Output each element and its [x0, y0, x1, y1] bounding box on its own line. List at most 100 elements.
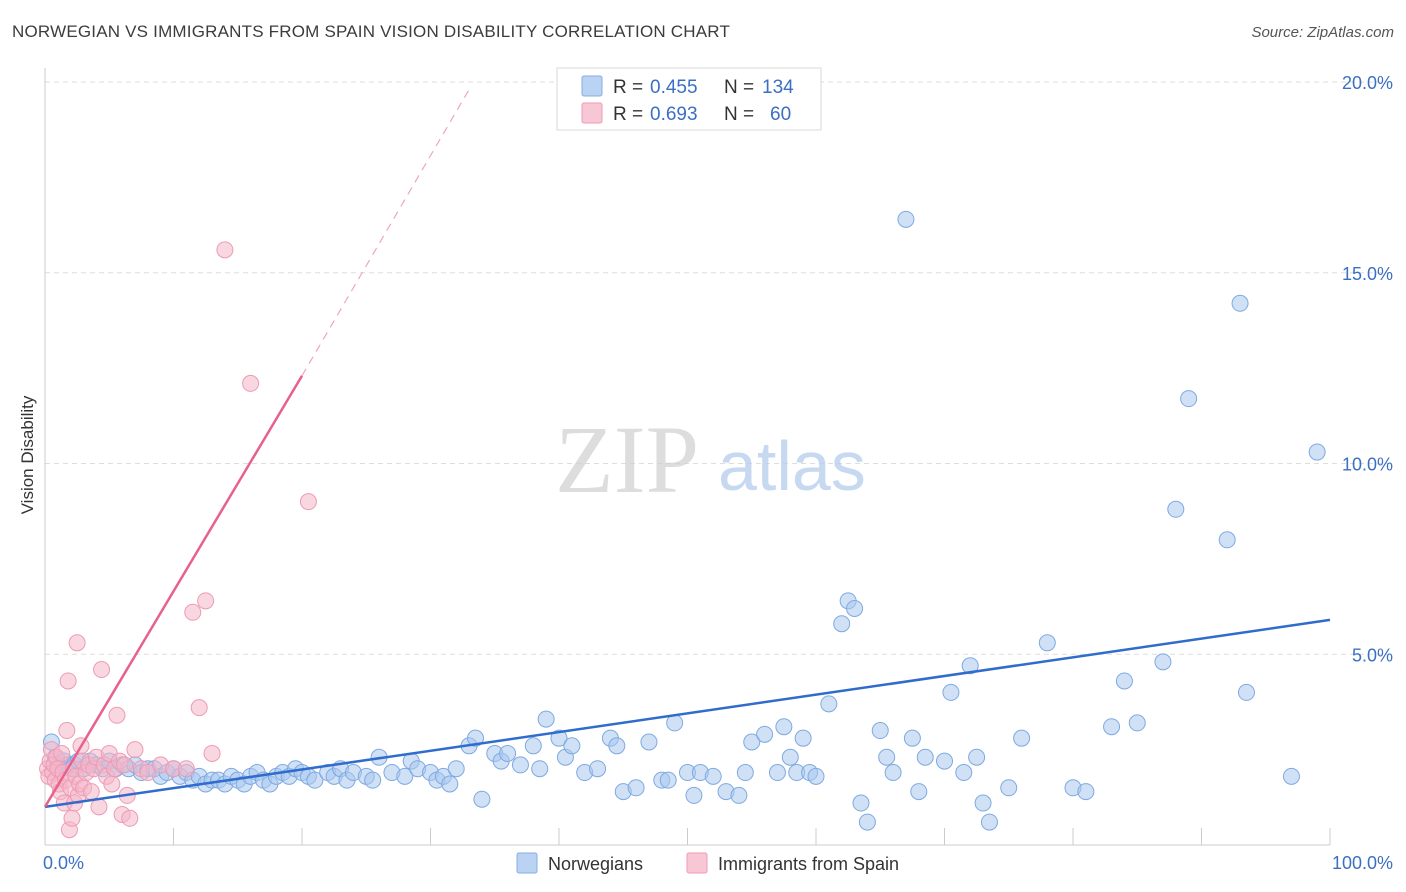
x-tick-label-1: 100.0%: [1332, 853, 1393, 873]
series-norwegians: [42, 210, 1326, 831]
norwegian-point-87: [685, 786, 703, 804]
spain-point-55: [197, 592, 215, 610]
norwegian-point-75: [563, 737, 581, 755]
norwegian-point-113: [910, 783, 928, 801]
trend-line-norwegians: [44, 618, 1331, 809]
norwegian-point-93: [743, 733, 761, 751]
norwegian-point-64: [466, 729, 484, 747]
y-tick-label-1: 10.0%: [1342, 455, 1393, 475]
norwegian-point-108: [871, 722, 889, 740]
norwegian-point-112: [903, 729, 921, 747]
norwegian-point-136: [1282, 767, 1300, 785]
norwegian-point-96: [775, 718, 793, 736]
norwegian-point-79: [608, 737, 626, 755]
norwegian-point-119: [968, 748, 986, 766]
watermark-zip: ZIP: [555, 406, 699, 513]
y-tick-label-2: 15.0%: [1342, 264, 1393, 284]
legend-r-label-1: R =: [613, 77, 643, 98]
norwegian-point-94: [756, 725, 774, 743]
watermark-atlas: atlas: [718, 427, 866, 505]
spain-point-59: [299, 493, 317, 511]
legend: R = 0.455 N = 134 R = 0.693 N = 60: [556, 67, 822, 131]
norwegian-point-103: [833, 615, 851, 633]
norwegian-point-110: [884, 764, 902, 782]
legend-swatch-pink: [581, 102, 603, 124]
norwegian-point-121: [980, 813, 998, 831]
spain-point-11: [53, 744, 71, 762]
norwegian-point-111: [897, 210, 915, 228]
norwegian-point-105: [846, 599, 864, 617]
legend-r-value-2: 0.693: [650, 104, 698, 125]
spain-point-58: [242, 374, 260, 392]
norwegian-point-84: [659, 771, 677, 789]
norwegian-point-68: [499, 744, 517, 762]
legend-n-label-1: N =: [724, 77, 754, 98]
bottom-legend-norwegians: Norwegians: [548, 854, 643, 874]
norwegian-point-77: [589, 760, 607, 778]
norwegian-point-109: [878, 748, 896, 766]
norwegian-point-129: [1128, 714, 1146, 732]
norwegian-point-116: [942, 683, 960, 701]
norwegian-point-123: [1013, 729, 1031, 747]
x-tick-label-0: 0.0%: [43, 853, 84, 873]
norwegian-point-131: [1167, 500, 1185, 518]
norwegian-point-62: [447, 760, 465, 778]
norwegian-point-82: [640, 733, 658, 751]
norwegian-point-99: [794, 729, 812, 747]
spain-point-47: [126, 741, 144, 759]
norwegian-point-130: [1154, 653, 1172, 671]
legend-n-label-2: N =: [724, 104, 754, 125]
norwegian-point-134: [1231, 294, 1249, 312]
x-tick-labels: 0.0% 100.0%: [43, 853, 1393, 873]
norwegian-point-101: [807, 767, 825, 785]
norwegian-point-127: [1103, 718, 1121, 736]
norwegian-point-124: [1038, 634, 1056, 652]
norwegian-point-107: [858, 813, 876, 831]
spain-point-49: [139, 764, 157, 782]
norwegian-point-69: [511, 756, 529, 774]
norwegian-point-137: [1308, 443, 1326, 461]
bottom-legend-immigrants-from-spain: Immigrants from Spain: [718, 854, 899, 874]
norwegian-point-120: [974, 794, 992, 812]
spain-point-57: [216, 241, 234, 259]
norwegian-point-61: [441, 775, 459, 793]
norwegian-point-92: [736, 764, 754, 782]
norwegian-point-126: [1077, 783, 1095, 801]
norwegian-point-45: [306, 771, 324, 789]
spain-point-44: [116, 756, 134, 774]
norwegian-point-97: [781, 748, 799, 766]
norwegian-point-114: [916, 748, 934, 766]
norwegian-point-91: [730, 786, 748, 804]
y-tick-label-3: 20.0%: [1342, 73, 1393, 93]
norwegian-point-70: [524, 737, 542, 755]
legend-n-value-1: 134: [762, 77, 794, 98]
trend-line-immigrants-from-spain-extension: [301, 89, 470, 377]
legend-r-label-2: R =: [613, 104, 643, 125]
norwegian-point-81: [627, 779, 645, 797]
norwegian-point-115: [936, 752, 953, 770]
norwegian-point-89: [704, 767, 722, 785]
norwegian-point-72: [537, 710, 555, 728]
spain-point-31: [82, 783, 100, 801]
spain-point-19: [63, 809, 81, 827]
trend-line-immigrants-from-spain: [43, 375, 304, 808]
norwegian-point-102: [820, 695, 838, 713]
spain-point-46: [121, 809, 139, 827]
spain-point-56: [203, 744, 221, 762]
norwegian-point-117: [955, 764, 973, 782]
norwegian-point-106: [852, 794, 870, 812]
y-tick-labels: 5.0% 10.0% 15.0% 20.0%: [1342, 73, 1393, 665]
legend-r-value-1: 0.455: [650, 77, 698, 98]
spain-point-53: [184, 603, 202, 621]
norwegian-point-73: [550, 729, 568, 747]
axes: [44, 68, 1331, 846]
norwegian-point-128: [1115, 672, 1133, 690]
norwegian-point-55: [396, 767, 414, 785]
bottom-legend-swatch-blue: [516, 852, 538, 874]
norwegian-point-118: [961, 657, 979, 675]
spain-point-16: [59, 672, 77, 690]
norwegian-point-65: [473, 790, 491, 808]
norwegian-point-133: [1218, 531, 1236, 549]
spain-point-54: [190, 699, 208, 717]
